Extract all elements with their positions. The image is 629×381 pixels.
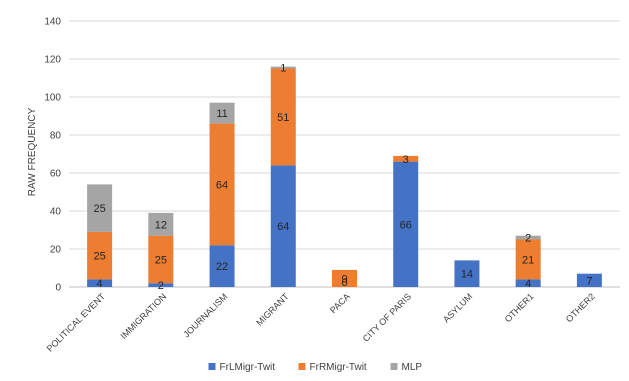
y-tick-label: 0	[55, 283, 61, 294]
data-label: 7	[586, 275, 592, 287]
legend-label: FrLMigr-Twit	[220, 362, 276, 373]
data-label: 2	[158, 280, 164, 292]
data-label: 64	[277, 221, 289, 233]
legend-label: MLP	[402, 362, 423, 373]
data-label: 25	[93, 251, 105, 263]
data-label: 22	[216, 261, 228, 273]
y-tick-label: 120	[44, 55, 61, 66]
bar-segment	[87, 231, 113, 280]
data-labels: 4 25 25 2 25 12 22 64 11 64 51 1 9 66 3 14 4 21 2 7 0	[93, 63, 592, 293]
x-tick-label: PACA	[328, 291, 352, 315]
bar-segment	[393, 155, 419, 162]
legend-item: FrLMigr-Twit	[208, 362, 276, 373]
bar-segment	[393, 161, 419, 287]
bar-segment	[209, 245, 235, 287]
bar-segment	[332, 269, 357, 287]
bar-segment	[454, 260, 480, 287]
y-tick-label: 140	[44, 17, 61, 28]
x-tick-label: IMMIGRATION	[119, 291, 169, 341]
bar-segment	[148, 283, 174, 287]
data-label: 3	[403, 154, 409, 166]
data-label: 12	[155, 219, 167, 231]
y-tick-label: 100	[44, 93, 61, 104]
data-label: 1	[280, 63, 286, 75]
bar-segment	[515, 239, 541, 280]
bar-segment	[148, 235, 174, 284]
y-tick-label: 60	[50, 169, 62, 180]
bar-segment	[270, 68, 296, 166]
x-tick-label: ASYLUM	[441, 291, 474, 324]
bar-segment	[209, 123, 235, 246]
data-label: 66	[400, 219, 412, 231]
data-label: 9	[341, 273, 347, 285]
x-tick-label: OTHER2	[564, 291, 597, 324]
y-tick-label: 40	[50, 207, 62, 218]
data-label: 14	[461, 269, 473, 281]
bars	[87, 66, 602, 287]
data-label: 21	[522, 254, 534, 266]
y-tick-label: 20	[50, 245, 62, 256]
x-tick-label: MIGRANT	[254, 291, 291, 328]
x-tick-label: JOURNALISM	[181, 291, 229, 339]
data-label: 4	[97, 278, 103, 290]
bar-segment	[270, 66, 296, 69]
data-label: 64	[216, 179, 228, 191]
bar-segment	[87, 184, 113, 232]
legend-swatch	[208, 363, 216, 370]
bar-segment	[515, 235, 541, 240]
bar-segment	[209, 102, 235, 124]
data-label: 4	[525, 278, 531, 290]
x-tick-label: CITY OF PARIS	[361, 291, 413, 343]
data-label: 2	[525, 233, 531, 245]
legend-label: FrRMigr-Twit	[310, 362, 367, 373]
data-label: 25	[155, 254, 167, 266]
x-tick-label: POLITICAL EVENT	[45, 291, 108, 354]
y-axis-label: RAW FREQUENCY	[27, 107, 38, 196]
legend-item: MLP	[390, 362, 423, 373]
legend: FrLMigr-Twit FrRMigr-Twit MLP	[208, 362, 423, 373]
data-label: 51	[277, 112, 289, 124]
legend-item: FrRMigr-Twit	[298, 362, 367, 373]
data-label: 11	[216, 108, 227, 120]
legend-swatch	[298, 363, 306, 370]
x-tick-label: OTHER1	[503, 291, 536, 324]
bar-segment	[148, 212, 174, 236]
bar-segment	[576, 273, 602, 287]
data-label: 0	[341, 277, 347, 289]
bar-segment	[87, 279, 113, 287]
y-tick-label: 80	[50, 131, 62, 142]
data-label: 25	[93, 203, 105, 215]
legend-swatch	[390, 363, 398, 370]
bar-segment	[270, 165, 296, 287]
bar-segment	[515, 279, 541, 287]
